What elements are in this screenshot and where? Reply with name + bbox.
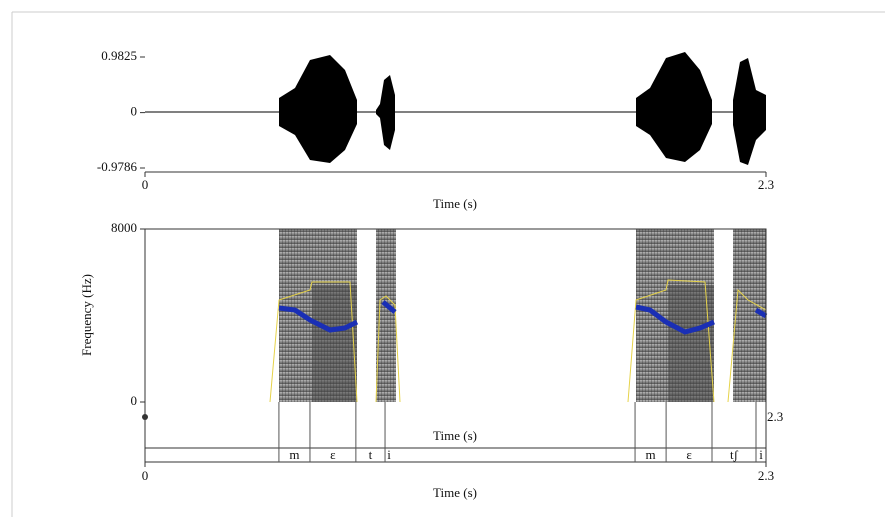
x-axis-label: Time (s): [433, 196, 477, 211]
segment-label: m: [289, 447, 299, 462]
tier-marker: [142, 414, 148, 420]
segment-label: i: [759, 447, 763, 462]
y-tick-label: 0.9825: [101, 48, 137, 63]
segment-label: t: [369, 447, 373, 462]
y-tick-label: 8000: [111, 220, 137, 235]
y-tick-label: 0: [131, 104, 138, 119]
tier-end-label: 2.3: [767, 409, 783, 424]
waveform: [145, 52, 766, 165]
segment-label: m: [646, 447, 656, 462]
x-axis-label: Time (s): [433, 485, 477, 500]
x-tick-label: 0: [142, 468, 149, 483]
x-tick-label: 0: [142, 177, 149, 192]
x-tick-label: 2.3: [758, 177, 774, 192]
segment-label: ɛ: [330, 447, 336, 462]
spectrogram: [270, 229, 766, 402]
figure: Time (s) Time (s) 2.3 Time (s) Frequency…: [0, 0, 885, 517]
x-tick-label: 2.3: [758, 468, 774, 483]
y-tick-label: 0: [131, 393, 138, 408]
segment-label: tʃ: [730, 447, 739, 462]
y-axis-label: Frequency (Hz): [79, 274, 94, 356]
y-tick-label: -0.9786: [97, 159, 138, 174]
tier-axis-label: Time (s): [433, 428, 477, 443]
segment-label: i: [387, 447, 391, 462]
segment-label: ɛ: [686, 447, 692, 462]
